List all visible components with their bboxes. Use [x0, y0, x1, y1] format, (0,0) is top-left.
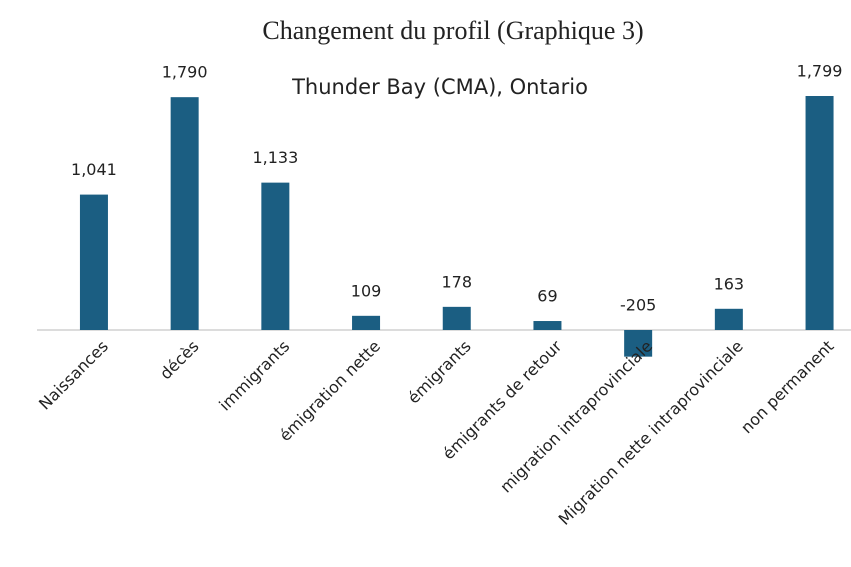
x-tick-label: décès — [156, 337, 203, 384]
x-tick-label: non permanent — [737, 337, 838, 438]
data-label: 109 — [351, 281, 382, 300]
data-label: 1,799 — [797, 62, 843, 81]
bar — [170, 97, 199, 330]
data-label: 69 — [537, 287, 557, 306]
bar — [624, 330, 653, 357]
bar — [714, 308, 743, 330]
data-label: 1,133 — [252, 148, 298, 167]
x-tick-label: migration intraprovinciale — [496, 337, 656, 497]
x-tick-label: immigrants — [215, 337, 293, 415]
data-label: 1,790 — [162, 63, 208, 82]
x-tick-label: émigration nette — [275, 337, 384, 446]
bar — [442, 306, 471, 330]
x-tick-label: Migration nette intraprovinciale — [555, 337, 747, 529]
bar — [352, 315, 381, 330]
bar — [533, 321, 562, 330]
data-label: 1,041 — [71, 160, 117, 179]
data-label: 178 — [441, 272, 472, 291]
data-label: 163 — [714, 274, 745, 293]
data-label: -205 — [620, 296, 656, 315]
chart-title: Changement du profil (Graphique 3) — [262, 16, 643, 45]
bar — [805, 96, 834, 330]
bar — [79, 194, 108, 330]
bar — [261, 182, 290, 330]
x-tick-label: Naissances — [35, 337, 112, 414]
chart-subtitle: Thunder Bay (CMA), Ontario — [291, 75, 588, 99]
x-tick-label: émigrants — [404, 337, 475, 408]
